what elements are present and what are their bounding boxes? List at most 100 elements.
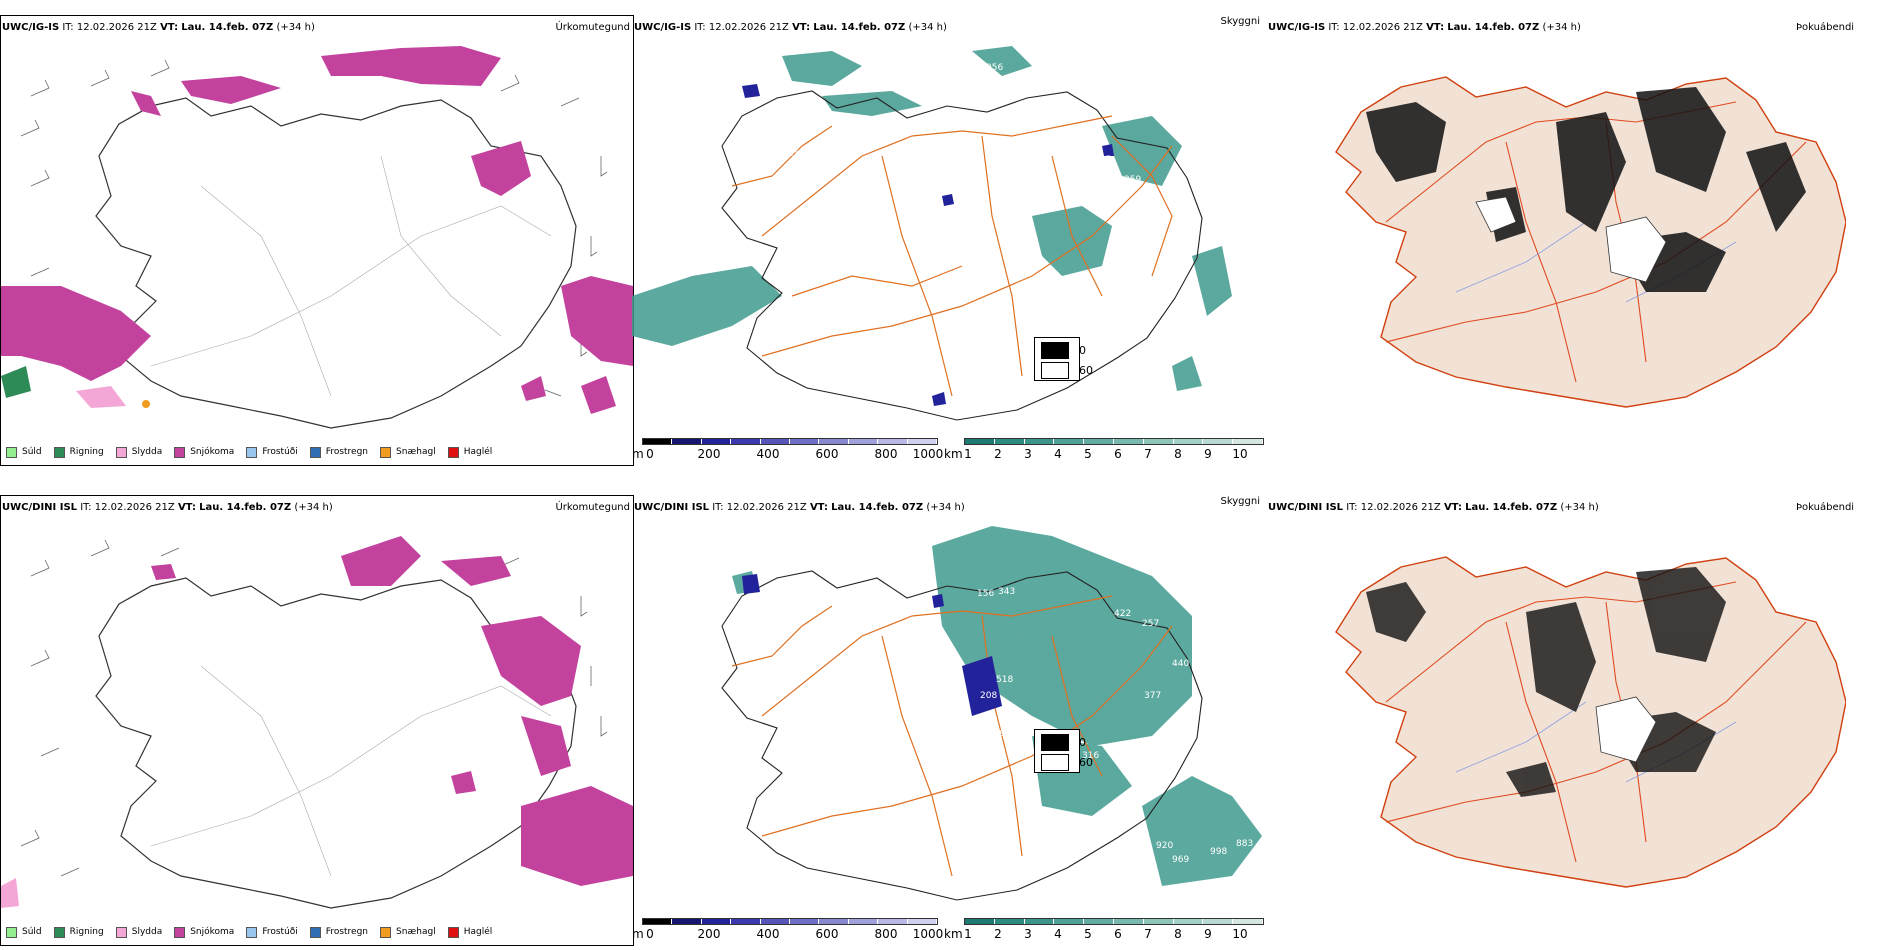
fog-map [1306, 522, 1846, 902]
lead-time: (+34 h) [1560, 502, 1599, 513]
roads [731, 115, 1173, 397]
fog-legend: 0 60 [1034, 729, 1093, 773]
visibility-title: Skyggni [1220, 496, 1260, 507]
lead-time: (+34 h) [908, 22, 947, 33]
site-label: 426 [1026, 255, 1043, 265]
site-label: 208 [980, 691, 997, 701]
it-label: IT: [62, 22, 74, 33]
site-label: 684 [1052, 307, 1069, 317]
roads [150, 665, 552, 877]
model-name: UWC/DINI ISL [2, 502, 78, 513]
site-label: 185 [782, 149, 799, 159]
visibility-panel-row2: UWC/DINI ISL IT: 12.02.2026 21Z VT: Lau.… [632, 492, 1266, 946]
it-label: IT: [694, 22, 706, 33]
site-label: 692 [1052, 289, 1069, 299]
fog-legend: 0 60 [1034, 337, 1093, 381]
legend-item-slydda: Slydda [115, 446, 162, 458]
it-value: 12.02.2026 21Z [708, 22, 789, 33]
vt-value: Lau. 14.feb. 07Z [1465, 502, 1558, 513]
iceland-outline [721, 90, 1203, 421]
visibility-colorbar: km 1 2 3 4 5 6 7 8 9 10 [944, 918, 1266, 941]
it-value: 12.02.2026 21Z [1360, 502, 1441, 513]
precip-legend: Súld Rigning Slydda Snjókoma Frostúði Fr… [6, 924, 504, 940]
legend-item-snjokoma: Snjókoma [174, 446, 234, 458]
visibility-panel-row1: UWC/IG-IS IT: 12.02.2026 21Z VT: Lau. 14… [632, 12, 1266, 466]
site-label: 883 [1236, 839, 1253, 849]
panel-header: UWC/DINI ISL IT: 12.02.2026 21Z VT: Lau.… [634, 502, 965, 514]
site-label: 518 [996, 675, 1013, 685]
site-label: 385 [1096, 169, 1113, 179]
site-label: 224 [944, 735, 961, 745]
model-name: UWC/IG-IS [2, 22, 60, 33]
it-label: IT: [1346, 502, 1358, 513]
height-colorbar: m 0 200 400 600 800 1000 [632, 438, 943, 461]
visibility-colorbar-swatches [964, 918, 1264, 925]
site-label: 422 [1114, 609, 1131, 619]
visibility-title: Skyggni [1220, 16, 1260, 27]
site-label: 956 [986, 63, 1003, 73]
vt-value: Lau. 14.feb. 07Z [181, 22, 274, 33]
vt-value: Lau. 14.feb. 07Z [813, 22, 906, 33]
legend-item-rigning: Rigning [53, 926, 104, 938]
precip-type-panel-row2: UWC/DINI ISL IT: 12.02.2026 21Z VT: Lau.… [0, 492, 634, 946]
fog-panel-row2: UWC/DINI ISL IT: 12.02.2026 21Z VT: Lau.… [1034, 492, 1900, 946]
precip-type-map [1, 516, 633, 920]
precip-type-map [1, 36, 633, 440]
site-label: 377 [1144, 691, 1161, 701]
height-colorbar-swatches [642, 438, 938, 445]
vt-value: Lau. 14.feb. 07Z [831, 502, 924, 513]
visibility-colorbar: km 1 2 3 4 5 6 7 8 9 10 [944, 438, 1266, 461]
lead-time: (+34 h) [1542, 22, 1581, 33]
fog-title: Þokuábendi [1796, 502, 1855, 513]
fog-map [1306, 42, 1846, 422]
legend-item-snaehagl: Snæhagl [380, 926, 436, 938]
legend-item-frostregn: Frostregn [309, 446, 368, 458]
site-label: 920 [1156, 841, 1173, 851]
legend-item-sudd: Súld [6, 926, 42, 938]
legend-item-sudd: Súld [6, 446, 42, 458]
panel-header: UWC/DINI ISL IT: 12.02.2026 21Z VT: Lau.… [2, 502, 333, 514]
roads [150, 155, 552, 397]
snow-areas [151, 536, 633, 886]
model-name: UWC/IG-IS [1268, 22, 1326, 33]
vt-label: VT: [160, 22, 179, 33]
panel-header: UWC/IG-IS IT: 12.02.2026 21Z VT: Lau. 14… [2, 22, 315, 34]
it-value: 12.02.2026 21Z [1342, 22, 1423, 33]
panel-header: UWC/IG-IS IT: 12.02.2026 21Z VT: Lau. 14… [634, 22, 947, 34]
visibility-colorbar-swatches [964, 438, 1264, 445]
sleet-area [1, 878, 19, 908]
rain-area [1, 366, 31, 398]
height-unit: m [632, 927, 644, 941]
lead-time: (+34 h) [926, 502, 965, 513]
vt-label: VT: [177, 502, 196, 513]
iceland-outline [95, 97, 577, 429]
site-label: 389 [988, 729, 1005, 739]
lead-time: (+34 h) [294, 502, 333, 513]
site-label: 969 [1172, 855, 1189, 865]
legend-item-frostudi: Frostúði [246, 926, 298, 938]
legend-item-snaehagl: Snæhagl [380, 446, 436, 458]
model-name: UWC/IG-IS [634, 22, 692, 33]
panel-header: UWC/IG-IS IT: 12.02.2026 21Z VT: Lau. 14… [1268, 22, 1581, 34]
visibility-unit: km [944, 447, 963, 461]
precip-legend: Súld Rigning Slydda Snjókoma Frostúði Fr… [6, 444, 504, 460]
precip-type-panel-row1: UWC/IG-IS IT: 12.02.2026 21Z VT: Lau. 14… [0, 12, 634, 466]
legend-item-rigning: Rigning [53, 446, 104, 458]
site-label: 625 [1094, 155, 1111, 165]
vt-label: VT: [792, 22, 811, 33]
it-value: 12.02.2026 21Z [76, 22, 157, 33]
site-label: 440 [1172, 659, 1189, 669]
it-value: 12.02.2026 21Z [726, 502, 807, 513]
it-value: 12.02.2026 21Z [94, 502, 175, 513]
sleet-area [76, 386, 126, 408]
roads [731, 595, 1173, 877]
low-visibility-areas [632, 46, 1232, 391]
visibility-map: 956 372 185 359 651 385 625 692 684 802 … [632, 36, 1266, 436]
vt-label: VT: [1443, 502, 1462, 513]
legend-item-slydda: Slydda [115, 926, 162, 938]
fog-title: Þokuábendi [1796, 22, 1855, 33]
vt-label: VT: [1426, 22, 1445, 33]
model-name: UWC/DINI ISL [634, 502, 710, 513]
visibility-unit: km [944, 927, 963, 941]
it-label: IT: [1328, 22, 1340, 33]
